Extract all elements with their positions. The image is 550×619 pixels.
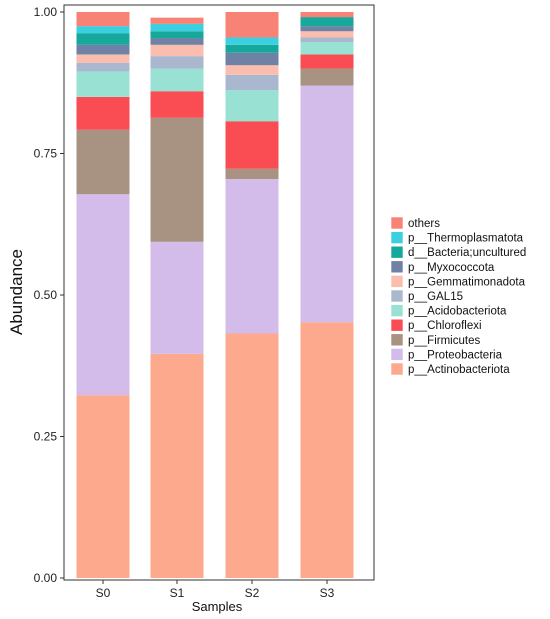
- bar-segment-s0-7: [76, 44, 130, 55]
- bar-segment-s2-5: [225, 74, 279, 91]
- bar-segment-s3-0: [300, 322, 354, 578]
- bar-segment-s3-2: [300, 68, 354, 86]
- legend-label: d__Bacteria;uncultured: [408, 247, 526, 259]
- bar-segment-s3-5: [300, 37, 354, 42]
- bar-segment-s0-9: [76, 26, 130, 34]
- x-tick-label: S0: [96, 586, 111, 600]
- x-tick-label: S3: [320, 586, 335, 600]
- bar-segment-s2-0: [225, 333, 279, 578]
- bar-segment-s1-5: [150, 56, 204, 69]
- legend-swatch: [390, 333, 404, 347]
- bar-segment-s2-8: [225, 44, 279, 53]
- y-tick-label: 0.00: [34, 571, 58, 585]
- bar-segment-s1-6: [150, 44, 204, 57]
- bar-segment-s0-8: [76, 33, 130, 45]
- legend-label: others: [408, 218, 440, 230]
- legend-swatch: [390, 362, 404, 376]
- bar-segment-s3-1: [300, 85, 354, 323]
- bar-segment-s0-3: [76, 96, 130, 130]
- bar-segment-s0-2: [76, 129, 130, 195]
- bar-segment-s1-9: [150, 23, 204, 32]
- bar-segment-s1-1: [150, 241, 204, 354]
- bar-segment-s0-1: [76, 194, 130, 396]
- bar-segment-s3-8: [300, 17, 354, 27]
- legend-label: p__Gemmatimonadota: [408, 276, 526, 288]
- bar-segment-s0-6: [76, 54, 130, 63]
- legend-swatch: [390, 348, 404, 361]
- bar-segment-s3-10: [300, 12, 354, 18]
- y-axis-title: Abundance: [7, 249, 26, 335]
- bar-segment-s0-0: [76, 395, 130, 578]
- legend-swatch: [390, 245, 404, 259]
- legend-swatch: [390, 318, 404, 332]
- x-tick-label: S1: [170, 586, 185, 600]
- legend-label: p__Chloroflexi: [408, 320, 482, 332]
- bar-segment-s1-4: [150, 68, 204, 92]
- legend: others p__Thermoplasmatota d__Bacteria;unc…: [390, 216, 526, 376]
- bar-segment-s3-7: [300, 26, 354, 32]
- y-axis: 0.00 0.25 0.50 0.75 1.00: [34, 5, 64, 585]
- bar-segment-s2-2: [225, 168, 279, 179]
- bar-segment-s1-10: [150, 17, 204, 24]
- y-tick-label: 1.00: [34, 5, 58, 19]
- x-axis-title: Samples: [192, 599, 243, 614]
- bar-segment-s0-10: [76, 12, 130, 27]
- y-tick-label: 0.75: [34, 147, 58, 161]
- bar-segment-s1-3: [150, 91, 204, 118]
- bar-segment-s2-7: [225, 52, 279, 66]
- bar-segment-s2-3: [225, 121, 279, 169]
- legend-label: p__Proteobacteria: [408, 349, 503, 361]
- bar-segment-s3-4: [300, 41, 354, 55]
- bar-segment-s1-2: [150, 117, 204, 242]
- y-tick-label: 0.50: [34, 288, 58, 302]
- bar-segment-s0-5: [76, 62, 130, 72]
- legend-label: p__Thermoplasmatota: [408, 233, 524, 245]
- bar-segment-s2-4: [225, 90, 279, 122]
- x-axis: S0 S1 S2 S3: [96, 580, 335, 600]
- y-tick-label: 0.25: [34, 430, 58, 444]
- legend-label: p__Acidobacteriota: [408, 306, 507, 318]
- bar-segment-s2-6: [225, 65, 279, 75]
- legend-swatch: [390, 231, 404, 244]
- bar-segment-s1-7: [150, 38, 204, 45]
- legend-swatch: [390, 260, 404, 274]
- bar-segment-s0-4: [76, 71, 130, 97]
- bar-segment-s2-1: [225, 178, 279, 334]
- legend-swatch: [390, 304, 404, 317]
- bar-group: [76, 12, 354, 578]
- bar-segment-s3-6: [300, 31, 354, 38]
- legend-swatch: [390, 275, 404, 288]
- bar-segment-s1-8: [150, 31, 204, 39]
- bar-segment-s2-9: [225, 37, 279, 45]
- legend-swatch: [390, 216, 404, 230]
- x-tick-label: S2: [245, 586, 260, 600]
- bar-segment-s3-3: [300, 54, 354, 69]
- bar-segment-s2-10: [225, 12, 279, 38]
- bar-segment-s1-0: [150, 353, 204, 578]
- legend-label: p__Actinobacteriota: [408, 364, 510, 376]
- legend-label: p__Myxococcota: [408, 262, 495, 274]
- legend-label: p__GAL15: [408, 291, 463, 303]
- legend-label: p__Firmicutes: [408, 335, 480, 347]
- legend-swatch: [390, 289, 404, 303]
